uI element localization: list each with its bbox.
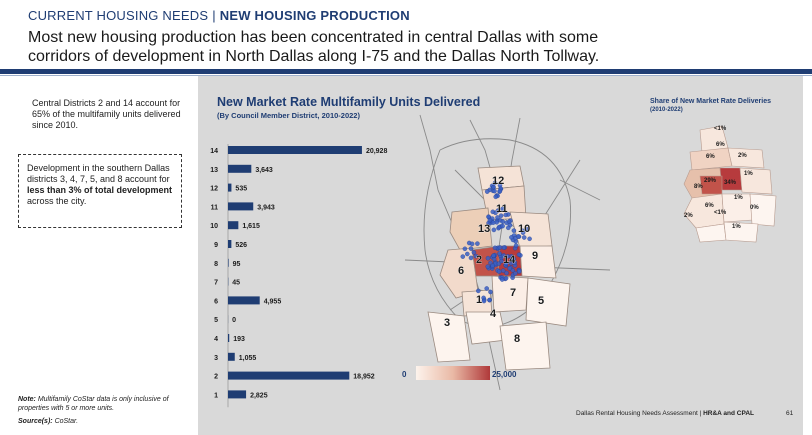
data-source: Source(s): CoStar. [18, 418, 78, 425]
callout2-emphasis: less than 3% of total development [27, 185, 173, 195]
callout2-text-a: Development in the southern Dallas distr… [27, 163, 170, 184]
source-label: Source(s): [18, 418, 53, 425]
callout-southern-districts: Development in the southern Dallas distr… [18, 154, 182, 228]
data-note: Note: Multifamily CoStar data is only in… [18, 395, 188, 413]
chart-panel [198, 76, 803, 435]
footer-authors: HR&A and CPAL [703, 410, 754, 417]
footer-text: Dallas Rental Housing Needs Assessment | [576, 410, 704, 417]
header-rule-thin [0, 75, 812, 76]
header-rule [0, 69, 812, 74]
kicker-topic: NEW HOUSING PRODUCTION [219, 8, 410, 23]
source-text: CoStar. [52, 418, 79, 425]
callout-central-districts: Central Districts 2 and 14 account for 6… [32, 98, 181, 130]
chart-title: New Market Rate Multifamily Units Delive… [217, 95, 481, 109]
kicker-separator: | [212, 8, 216, 23]
footer-credit: Dallas Rental Housing Needs Assessment |… [576, 410, 754, 417]
note-label: Note: [18, 396, 36, 403]
note-text: Multifamily CoStar data is only inclusiv… [18, 396, 169, 412]
callout2-text-c: across the city. [27, 196, 87, 206]
page-headline: Most new housing production has been con… [28, 29, 600, 65]
page-number: 61 [786, 410, 794, 417]
sidebar [0, 76, 198, 435]
section-kicker: CURRENT HOUSING NEEDS | NEW HOUSING PRODUC… [28, 8, 410, 23]
kicker-section: CURRENT HOUSING NEEDS [28, 8, 209, 23]
share-map-subtitle: (2010-2022) [650, 107, 683, 113]
chart-subtitle: (By Council Member District, 2010-2022) [217, 111, 360, 120]
share-map-title: Share of New Market Rate Deliveries [650, 98, 771, 105]
